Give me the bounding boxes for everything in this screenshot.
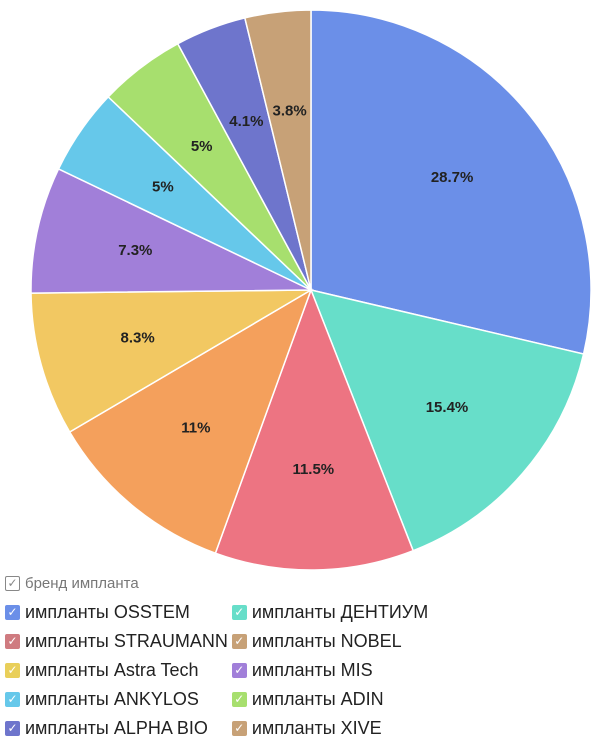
legend-item[interactable]: ✓ импланты NOBEL bbox=[231, 629, 428, 653]
legend-checkbox[interactable]: ✓ bbox=[5, 691, 20, 707]
legend-checkbox[interactable]: ✓ bbox=[231, 720, 247, 736]
pie-labels: 28.7% 15.4% 11.5% 11% 8.3% 7.3% 5% 5% 4.1% 3.8% bbox=[118, 102, 473, 478]
legend-item[interactable]: ✓ импланты ALPHA BIO bbox=[5, 716, 228, 740]
pie-slice[interactable] bbox=[68, 288, 313, 555]
legend: ✓ бренд импланта ✓ импланты OSSTEM ✓ имплан… bbox=[5, 572, 600, 740]
legend-item-label: импланты ADIN bbox=[251, 688, 384, 709]
legend-checkbox[interactable]: ✓ bbox=[231, 633, 247, 649]
legend-item-label: импланты ALPHA BIO bbox=[25, 717, 208, 738]
legend-checkbox[interactable]: ✓ bbox=[231, 691, 247, 707]
legend-item[interactable]: ✓ импланты STRAUMANN bbox=[5, 629, 228, 653]
legend-checkbox[interactable]: ✓ bbox=[5, 720, 20, 736]
legend-item[interactable]: ✓ импланты ANKYLOS bbox=[5, 687, 228, 711]
legend-checkbox[interactable]: ✓ bbox=[5, 662, 20, 678]
pie-slice[interactable] bbox=[214, 287, 415, 571]
legend-item[interactable]: ✓ импланты ДЕНТИУМ bbox=[231, 600, 429, 624]
pie-chart: 28.7% 15.4% 11.5% 11% 8.3% 7.3% 5% 5% 4.1% 3.8% bbox=[30, 9, 592, 571]
pie-slice[interactable] bbox=[309, 288, 585, 552]
legend-checkbox[interactable]: ✓ bbox=[231, 662, 247, 678]
legend-item-label: импланты NOBEL bbox=[251, 630, 402, 651]
pie-slice[interactable] bbox=[310, 9, 592, 355]
slice-value-label: 5% bbox=[152, 179, 174, 196]
slice-value-label: 5% bbox=[191, 138, 213, 155]
legend-item[interactable]: ✓ импланты XIVE bbox=[231, 716, 428, 740]
legend-item-label: импланты Astra Tech bbox=[25, 659, 199, 680]
legend-checkbox[interactable]: ✓ bbox=[5, 633, 20, 649]
slice-value-label: 28.7% bbox=[431, 169, 474, 186]
legend-item-label: импланты XIVE bbox=[251, 717, 382, 738]
legend-checkbox[interactable]: ✓ bbox=[231, 604, 247, 620]
legend-item-label: импланты MIS bbox=[251, 659, 373, 680]
pie-slice[interactable] bbox=[243, 9, 312, 291]
slice-value-label: 8.3% bbox=[120, 329, 154, 346]
legend-item-label: импланты ANKYLOS bbox=[25, 688, 199, 709]
legend-item[interactable]: ✓ импланты Astra Tech bbox=[5, 658, 228, 682]
pie-slices bbox=[30, 9, 592, 571]
slice-value-label: 11% bbox=[181, 419, 210, 436]
legend-item-label: импланты ДЕНТИУМ bbox=[251, 601, 429, 622]
pie-slice[interactable] bbox=[30, 167, 312, 294]
pie-slice[interactable] bbox=[30, 289, 314, 434]
legend-items: ✓ импланты OSSTEM ✓ импланты ДЕНТИУМ ✓ имплан… bbox=[5, 600, 600, 740]
legend-item[interactable]: ✓ импланты OSSTEM bbox=[5, 600, 228, 624]
slice-value-label: 3.8% bbox=[272, 102, 306, 119]
slice-value-label: 11.5% bbox=[292, 461, 334, 478]
legend-title-checkbox[interactable]: ✓ bbox=[5, 575, 20, 591]
slice-value-label: 15.4% bbox=[426, 399, 469, 416]
legend-title: бренд импланта bbox=[25, 574, 139, 592]
slice-value-label: 7.3% bbox=[118, 242, 152, 259]
legend-item-label: импланты STRAUMANN bbox=[25, 630, 228, 651]
legend-item[interactable]: ✓ импланты MIS bbox=[231, 658, 428, 682]
legend-item-label: импланты OSSTEM bbox=[25, 601, 190, 622]
legend-title-row[interactable]: ✓ бренд импланта bbox=[5, 572, 600, 594]
legend-checkbox[interactable]: ✓ bbox=[5, 604, 20, 620]
slice-value-label: 4.1% bbox=[229, 113, 263, 130]
legend-item[interactable]: ✓ импланты ADIN bbox=[231, 687, 428, 711]
